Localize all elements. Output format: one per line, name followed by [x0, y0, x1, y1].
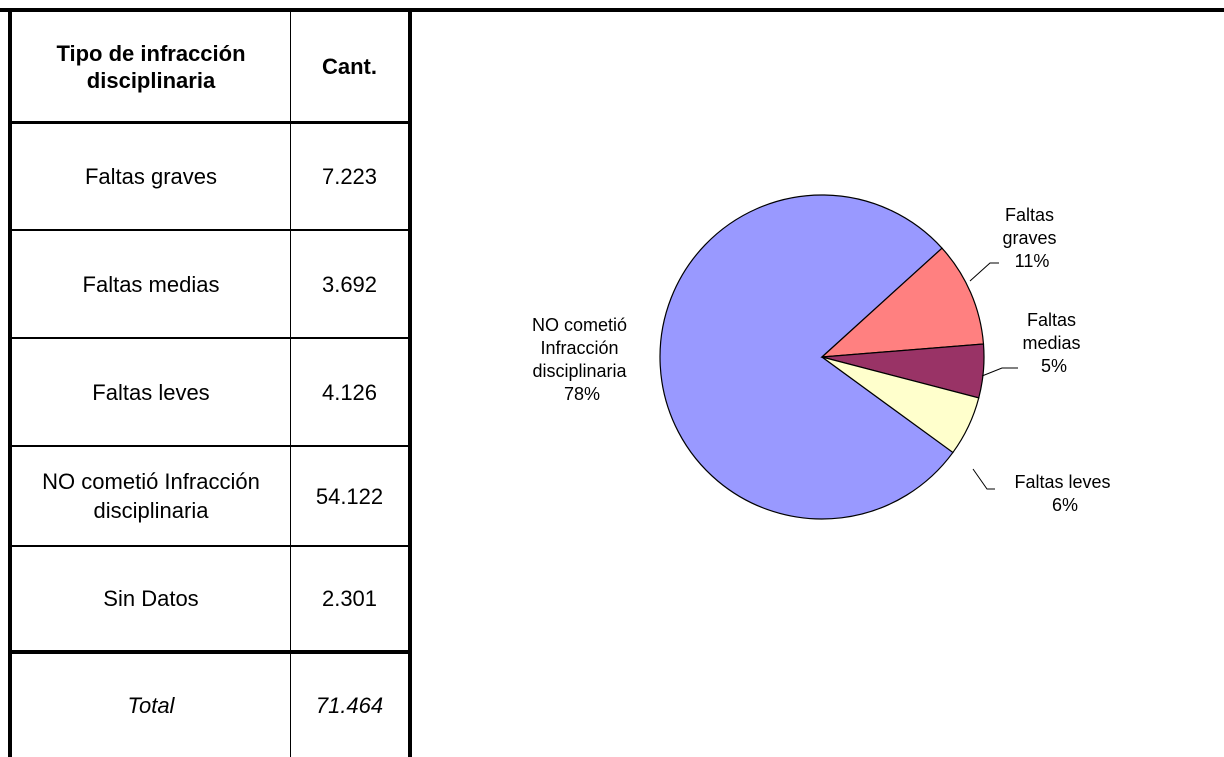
row-type-faltas-medias: Faltas medias — [82, 271, 220, 297]
row-count-faltas-leves: 4.126 — [321, 379, 378, 405]
label-faltas-graves: Faltas graves 11% — [1002, 205, 1061, 271]
header-type: Tipo de infracción disciplinaria — [56, 40, 246, 93]
total-label: Total — [127, 692, 175, 718]
header-count: Cant. — [322, 54, 377, 79]
header-divider — [12, 121, 408, 124]
row-divider — [12, 337, 408, 339]
row-count-sin-datos: 2.301 — [321, 586, 378, 611]
pie-slice-faltas-leves — [821, 356, 980, 454]
top-border — [0, 8, 1224, 12]
total-count: 71.464 — [315, 692, 384, 718]
row-type-sin-datos: Sin Datos — [103, 586, 199, 611]
label-faltas-medias: Faltas medias 5% — [1022, 310, 1085, 376]
label-no-cometio: NO cometió Infracción disciplinaria 78% — [532, 315, 632, 404]
row-count-no-cometio: 54.122 — [315, 483, 384, 509]
infractions-table: Tipo de infracción disciplinaria Cant. F… — [8, 8, 412, 757]
pie-slice-no-cometio — [659, 194, 954, 520]
pie-chart: NO cometió Infracción disciplinaria 78% … — [532, 194, 1115, 520]
label-faltas-leves: Faltas leves 6% — [1014, 472, 1115, 515]
leader-line-faltas-leves — [972, 468, 995, 490]
row-type-no-cometio: NO cometió Infracción disciplinaria — [42, 469, 260, 523]
row-divider — [12, 445, 408, 447]
row-count-faltas-graves: 7.223 — [321, 164, 378, 189]
row-divider — [12, 545, 408, 547]
row-type-faltas-graves: Faltas graves — [84, 164, 218, 189]
leader-line-faltas-graves — [969, 262, 999, 282]
pie-slice-faltas-graves — [820, 247, 985, 358]
row-divider — [12, 229, 408, 231]
row-type-faltas-leves: Faltas leves — [92, 379, 210, 405]
row-count-faltas-medias: 3.692 — [321, 271, 378, 297]
column-divider — [290, 8, 291, 757]
leader-line-faltas-medias — [981, 367, 1018, 377]
total-divider — [12, 650, 408, 654]
